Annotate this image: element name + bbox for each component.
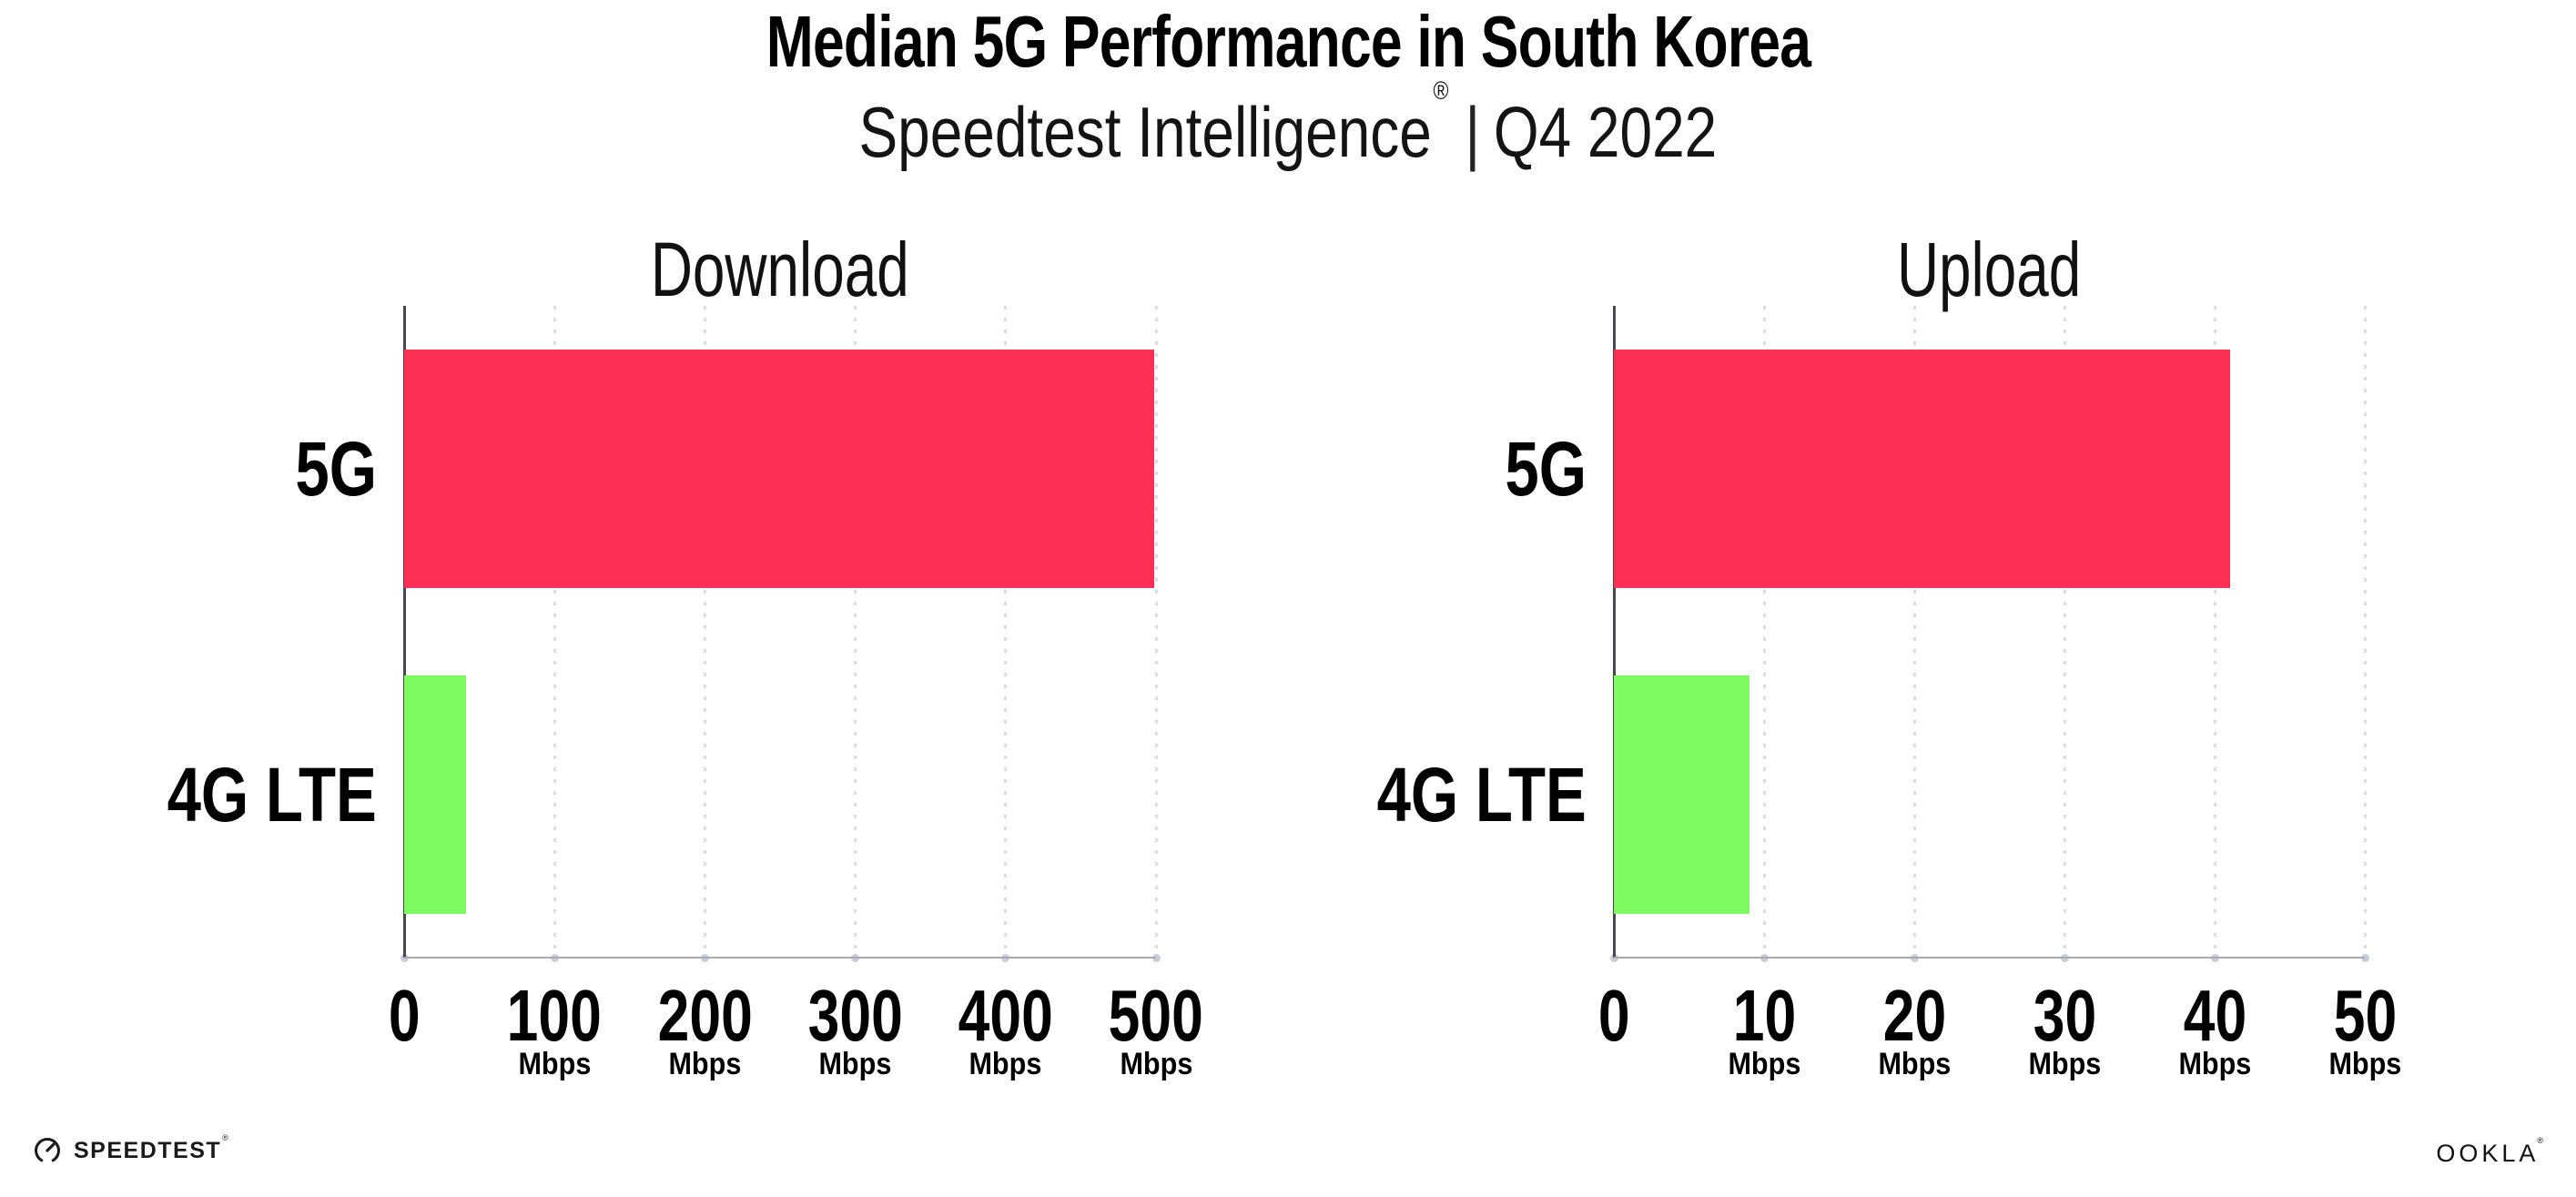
x-tick-label-500: 500 [1108, 975, 1204, 1056]
speedtest-registered-icon: ® [222, 1133, 230, 1143]
axis-tick-dot-500 [1151, 954, 1161, 962]
x-tick-label-40: 40 [2183, 975, 2246, 1056]
subtitle-period: Q4 2022 [1493, 92, 1718, 172]
download-chart-title: Download [651, 227, 909, 312]
x-tick-unit-400: Mbps [969, 1047, 1042, 1081]
gridline-300 [854, 306, 857, 958]
page-title-text: Median 5G Performance in South Korea [766, 1, 1810, 82]
x-tick-label-200: 200 [657, 975, 753, 1056]
speedtest-logo: SPEEDTEST® [33, 1133, 230, 1165]
x-tick-unit-500: Mbps [1120, 1047, 1192, 1081]
x-tick-unit-30: Mbps [2028, 1047, 2101, 1081]
gridline-20 [1912, 306, 1916, 958]
x-tick-label-50: 50 [2333, 975, 2397, 1056]
axis-tick-dot-50 [2360, 954, 2369, 962]
bar-5g [1614, 350, 2230, 588]
gridline-40 [2213, 306, 2216, 958]
category-label-4g-lte: 4G LTE [167, 752, 377, 837]
registered-mark-icon: ® [1433, 76, 1449, 105]
category-label-5g: 5G [1505, 426, 1587, 512]
category-label-5g: 5G [295, 426, 377, 512]
gridline-30 [2063, 306, 2066, 958]
x-tick-unit-200: Mbps [668, 1047, 742, 1081]
x-tick-label-0: 0 [1597, 975, 1630, 1056]
x-tick-unit-50: Mbps [2328, 1047, 2401, 1081]
x-tick-label-400: 400 [958, 975, 1053, 1056]
category-label-4g-lte: 4G LTE [1376, 752, 1587, 837]
bar-4g-lte [1614, 675, 1749, 914]
x-axis [404, 957, 1156, 959]
ookla-wordmark: OOKLA [2436, 1140, 2540, 1167]
x-tick-unit-100: Mbps [518, 1047, 592, 1081]
upload-chart-title: Upload [1897, 227, 2082, 312]
bar-5g [404, 350, 1155, 588]
gridline-200 [703, 306, 706, 958]
ookla-registered-icon: ® [2537, 1136, 2547, 1145]
speedtest-gauge-icon [35, 1138, 60, 1162]
page-subtitle: Speedtest Intelligence® | Q4 2022 [0, 76, 2576, 174]
x-tick-unit-10: Mbps [1728, 1047, 1800, 1081]
gridline-500 [1154, 306, 1158, 958]
subtitle-separator: | [1465, 92, 1481, 172]
page-subtitle-text: Speedtest Intelligence® | Q4 2022 [858, 76, 1718, 174]
x-tick-label-20: 20 [1882, 975, 1946, 1056]
gridline-10 [1762, 306, 1766, 958]
subtitle-brand: Speedtest Intelligence [858, 92, 1433, 172]
bar-4g-lte [404, 675, 466, 914]
x-tick-label-300: 300 [807, 975, 903, 1056]
x-tick-unit-40: Mbps [2178, 1047, 2251, 1081]
gridline-50 [2363, 306, 2367, 958]
x-axis [1614, 957, 2365, 959]
y-axis [1613, 306, 1616, 958]
x-tick-label-100: 100 [507, 975, 603, 1056]
ookla-logo: OOKLA® [2436, 1136, 2549, 1168]
x-tick-unit-20: Mbps [1878, 1047, 1951, 1081]
y-axis [403, 306, 406, 958]
gridline-400 [1004, 306, 1008, 958]
x-tick-label-0: 0 [388, 975, 421, 1056]
x-tick-label-10: 10 [1732, 975, 1796, 1056]
gridline-100 [553, 306, 556, 958]
page-title: Median 5G Performance in South Korea [0, 0, 2576, 84]
speedtest-wordmark: SPEEDTEST® [74, 1133, 230, 1163]
x-tick-label-30: 30 [2033, 975, 2096, 1056]
x-tick-unit-300: Mbps [818, 1047, 892, 1081]
